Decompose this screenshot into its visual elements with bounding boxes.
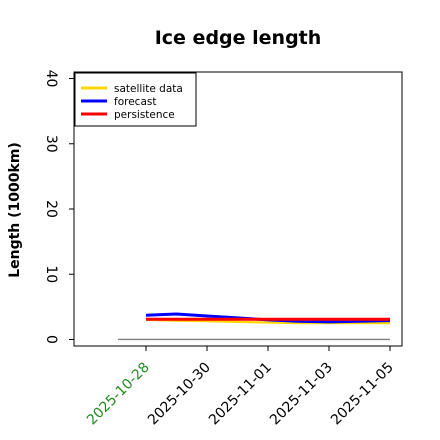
x-tick-label: 2025-11-03: [267, 360, 336, 429]
legend-label-forecast: forecast: [114, 96, 156, 108]
x-tick-label: 2025-11-01: [206, 360, 275, 429]
x-tick-label: 2025-11-05: [328, 360, 397, 429]
x-tick-label: 2025-10-28: [84, 360, 153, 429]
y-tick-label: 20: [43, 200, 59, 218]
y-tick-label: 40: [43, 70, 59, 88]
y-tick-label: 10: [43, 265, 59, 283]
legend: satellite data forecast persistence: [74, 72, 197, 127]
series-line-satellite-data: [145, 318, 390, 325]
y-tick-label: 0: [43, 335, 59, 344]
chart-title: Ice edge length: [155, 27, 322, 49]
y-tick-label: 30: [43, 135, 59, 153]
legend-label-persistence: persistence: [114, 109, 175, 121]
y-axis-label: Length (1000km): [7, 142, 23, 278]
x-tick-label: 2025-10-30: [145, 360, 214, 429]
legend-label-satellite: satellite data: [114, 83, 183, 95]
